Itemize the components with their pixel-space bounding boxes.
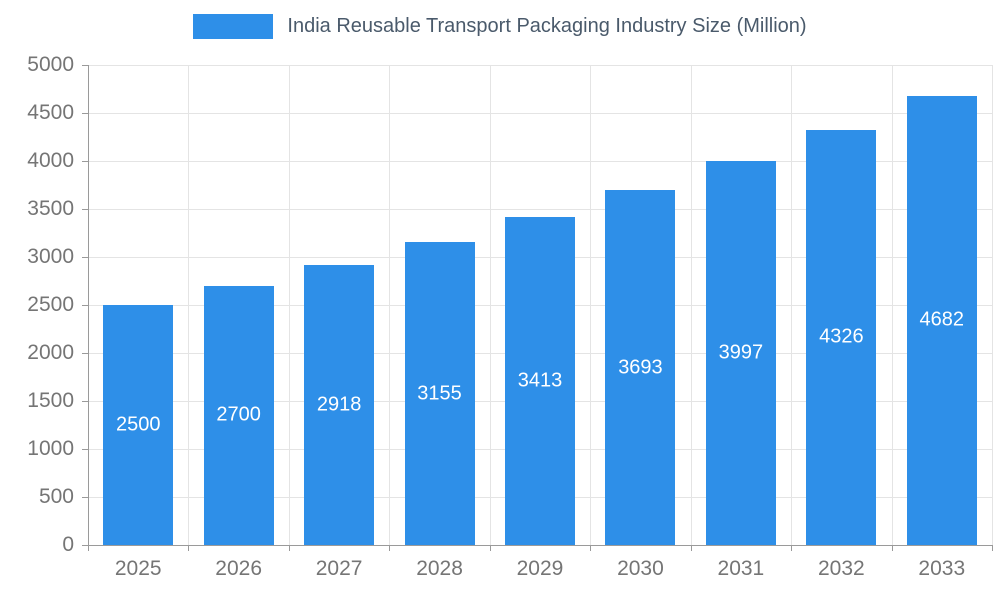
bar: 3155 xyxy=(404,242,475,545)
gridline-h xyxy=(88,209,992,210)
gridline-v xyxy=(288,65,290,545)
x-tick-label: 2026 xyxy=(215,557,263,580)
gridline-v xyxy=(791,65,793,545)
y-tick-label: 3000 xyxy=(27,245,74,268)
gridline-v xyxy=(891,65,893,545)
bar-value-label: 2500 xyxy=(115,413,161,436)
y-tick-label: 1000 xyxy=(27,437,74,460)
x-tick-mark xyxy=(88,545,89,551)
y-tick-mark xyxy=(82,257,88,258)
y-tick-mark xyxy=(82,401,88,402)
gridline-v xyxy=(188,65,190,545)
legend-swatch[interactable] xyxy=(193,14,274,39)
bar: 3997 xyxy=(705,161,776,545)
bar-value-label: 3413 xyxy=(517,369,563,392)
bar-value-label: 2918 xyxy=(316,393,362,416)
x-tick-mark xyxy=(489,545,491,551)
x-axis-line xyxy=(88,545,992,546)
x-tick-mark xyxy=(389,545,391,551)
y-tick-label: 5000 xyxy=(27,53,74,76)
y-tick-label: 2500 xyxy=(27,293,74,316)
gridline-v xyxy=(690,65,692,545)
bar: 2500 xyxy=(103,305,174,545)
plot-area: 2500 2700 2918 3155 3413 3693 3997 4326 4682 xyxy=(88,65,993,545)
x-tick-mark xyxy=(992,545,993,551)
bar-value-label: 4682 xyxy=(919,308,965,331)
gridline-v xyxy=(992,65,993,545)
gridline-v xyxy=(389,65,391,545)
y-tick-mark xyxy=(82,353,88,354)
y-tick-mark xyxy=(82,305,88,306)
y-tick-mark xyxy=(82,65,88,66)
gridline-v xyxy=(590,65,592,545)
y-tick-mark xyxy=(82,545,88,546)
y-tick-mark xyxy=(82,449,88,450)
bar: 2700 xyxy=(203,285,274,545)
gridline-h xyxy=(88,65,992,66)
y-tick-label: 3500 xyxy=(27,197,74,220)
bar: 4326 xyxy=(806,129,877,545)
bar-value-label: 4326 xyxy=(819,325,864,348)
x-tick-label: 2031 xyxy=(717,557,765,580)
x-tick-mark xyxy=(288,545,290,551)
gridline-h xyxy=(88,113,992,114)
bar: 4682 xyxy=(906,95,977,545)
chart-title: India Reusable Transport Packaging Indus… xyxy=(287,15,807,37)
x-tick-label: 2032 xyxy=(817,557,865,580)
bar-value-label: 3997 xyxy=(718,341,764,364)
bar-value-label: 2700 xyxy=(216,403,261,426)
x-tick-mark xyxy=(188,545,190,551)
bar-value-label: 3155 xyxy=(417,382,462,405)
y-tick-label: 4000 xyxy=(27,149,74,172)
x-tick-label: 2030 xyxy=(617,557,664,580)
bar: 2918 xyxy=(304,264,375,545)
y-axis-line xyxy=(88,65,89,545)
y-tick-mark xyxy=(82,113,88,114)
y-tick-label: 500 xyxy=(38,485,74,508)
x-tick-mark xyxy=(590,545,592,551)
y-tick-label: 1500 xyxy=(27,389,74,412)
x-tick-label: 2029 xyxy=(516,557,564,580)
y-tick-label: 2000 xyxy=(27,341,74,364)
x-tick-mark xyxy=(690,545,692,551)
x-tick-label: 2025 xyxy=(114,557,162,580)
x-tick-label: 2033 xyxy=(918,557,966,580)
gridline-h xyxy=(88,161,992,162)
y-tick-label: 0 xyxy=(62,533,74,556)
y-tick-label: 4500 xyxy=(27,101,74,124)
x-tick-label: 2027 xyxy=(315,557,363,580)
legend[interactable]: India Reusable Transport Packaging Indus… xyxy=(0,14,1000,39)
bar-value-label: 3693 xyxy=(618,356,663,379)
y-tick-mark xyxy=(82,161,88,162)
bar: 3413 xyxy=(505,217,575,545)
bar: 3693 xyxy=(605,190,676,545)
y-tick-mark xyxy=(82,209,88,210)
x-tick-label: 2028 xyxy=(416,557,463,580)
gridline-v xyxy=(489,65,491,545)
x-tick-mark xyxy=(791,545,793,551)
x-tick-mark xyxy=(891,545,893,551)
y-tick-mark xyxy=(82,497,88,498)
